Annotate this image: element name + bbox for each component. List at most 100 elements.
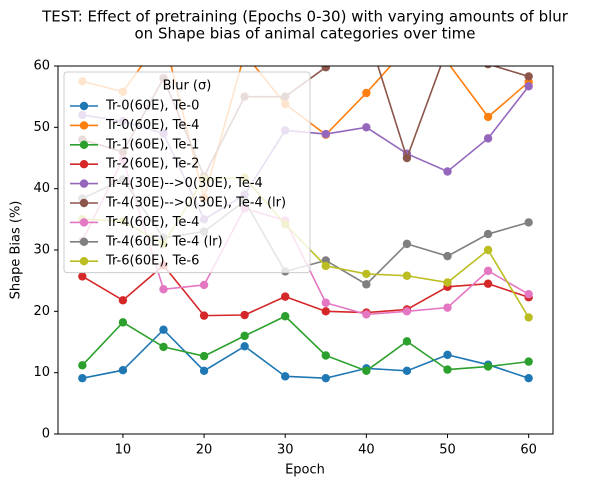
data-point <box>281 292 290 301</box>
data-point <box>362 123 371 132</box>
data-point <box>159 285 168 294</box>
data-point <box>321 66 330 72</box>
legend-label: Tr-2(60E), Te-2 <box>105 157 199 172</box>
data-point <box>159 342 168 352</box>
data-point <box>524 82 533 91</box>
data-point <box>402 153 412 163</box>
data-point <box>402 307 412 316</box>
data-point <box>362 269 371 279</box>
data-point <box>199 311 209 320</box>
x-axis-label: Epoch <box>285 463 325 478</box>
x-tick-label: 60 <box>520 443 537 458</box>
legend-swatch-marker <box>79 160 89 169</box>
legend-item: Tr-4(30E)-->0(30E), Te-4 (lr) <box>70 196 286 211</box>
legend-swatch-marker <box>79 218 89 227</box>
data-point <box>524 357 533 366</box>
data-point <box>281 312 290 321</box>
data-point <box>402 366 412 376</box>
legend-box <box>63 71 311 274</box>
legend-label: Tr-4(60E), Te-4 <box>105 215 199 230</box>
data-point <box>159 325 168 334</box>
legend: Blur (σ) Tr-0(60E), Te-0 Tr-0(60E), Te-4 Tr… <box>63 71 311 274</box>
series-line <box>81 315 529 372</box>
legend-swatch-marker <box>79 257 89 266</box>
data-point <box>402 337 412 346</box>
legend-label: Tr-4(30E)-->0(30E), Te-4 (lr) <box>105 196 286 211</box>
data-point <box>362 280 371 289</box>
data-point <box>362 366 371 376</box>
x-tick-label: 40 <box>358 443 375 458</box>
data-point <box>524 289 533 299</box>
y-tick-label: 40 <box>33 181 50 196</box>
data-point <box>524 218 533 227</box>
data-point <box>484 66 492 69</box>
legend-swatch-marker <box>79 179 89 188</box>
data-point <box>321 373 330 383</box>
data-point <box>240 331 249 341</box>
data-point <box>321 298 330 307</box>
series-3 <box>78 312 533 376</box>
data-point <box>118 366 128 375</box>
x-tick-label: 10 <box>115 443 132 458</box>
x-tick-label: 30 <box>277 443 294 458</box>
series-1 <box>78 325 533 383</box>
data-point <box>240 310 249 320</box>
data-point <box>362 310 371 319</box>
legend-swatch-marker <box>79 121 89 130</box>
x-axis: 10 20 30 40 50 60 <box>115 434 537 458</box>
legend-swatch-marker <box>79 198 89 208</box>
legend-label: Tr-4(30E)-->0(30E), Te-4 <box>105 176 263 191</box>
data-point <box>199 366 209 376</box>
data-point <box>524 373 533 383</box>
x-tick-label: 50 <box>439 443 456 458</box>
data-point <box>483 245 493 255</box>
y-axis: 0 10 20 30 40 50 60 <box>33 59 58 442</box>
data-point <box>199 351 209 361</box>
data-point <box>443 167 452 176</box>
data-point <box>483 112 493 122</box>
y-tick-label: 0 <box>42 427 50 442</box>
data-point <box>240 342 249 351</box>
chart-title-line-1: TEST: Effect of pretraining (Epochs 0-30… <box>41 8 569 26</box>
y-tick-label: 60 <box>33 59 50 74</box>
legend-item: Tr-0(60E), Te-0 <box>70 99 199 114</box>
data-point <box>78 272 87 281</box>
legend-label: Tr-0(60E), Te-4 <box>105 118 199 133</box>
data-point <box>524 72 533 81</box>
data-point <box>362 88 371 98</box>
data-point <box>443 350 452 360</box>
legend-title: Blur (σ) <box>163 79 212 94</box>
legend-item: Tr-4(60E), Te-4 <box>70 215 199 230</box>
data-point <box>402 239 412 249</box>
data-point <box>443 278 452 287</box>
data-point <box>78 361 87 370</box>
data-point <box>483 362 493 371</box>
data-point <box>199 280 209 290</box>
data-point <box>483 279 493 288</box>
chart-title-line-2: on Shape bias of animal categories over … <box>135 25 476 43</box>
legend-swatch-marker <box>79 140 89 149</box>
y-tick-label: 10 <box>33 365 50 380</box>
y-tick-label: 50 <box>33 120 50 135</box>
legend-label: Tr-4(60E), Te-4 (lr) <box>105 234 223 249</box>
data-point <box>443 251 452 261</box>
legend-item: Tr-2(60E), Te-2 <box>70 157 199 172</box>
data-point <box>281 372 290 381</box>
legend-item: Tr-1(60E), Te-1 <box>70 137 199 152</box>
data-point <box>118 296 128 305</box>
data-point <box>321 261 330 271</box>
data-point <box>443 303 452 312</box>
data-point <box>483 266 493 276</box>
data-point <box>78 373 87 383</box>
legend-item: Tr-0(60E), Te-4 <box>70 118 199 133</box>
y-tick-label: 30 <box>33 243 50 258</box>
data-point <box>321 129 330 139</box>
y-axis-label: Shape Bias (%) <box>9 201 24 300</box>
y-tick-label: 20 <box>33 304 50 319</box>
data-point <box>321 307 330 316</box>
x-tick-label: 20 <box>196 443 213 458</box>
data-point <box>118 318 128 327</box>
legend-item: Tr-4(60E), Te-4 (lr) <box>70 234 223 249</box>
legend-swatch-marker <box>79 101 89 111</box>
